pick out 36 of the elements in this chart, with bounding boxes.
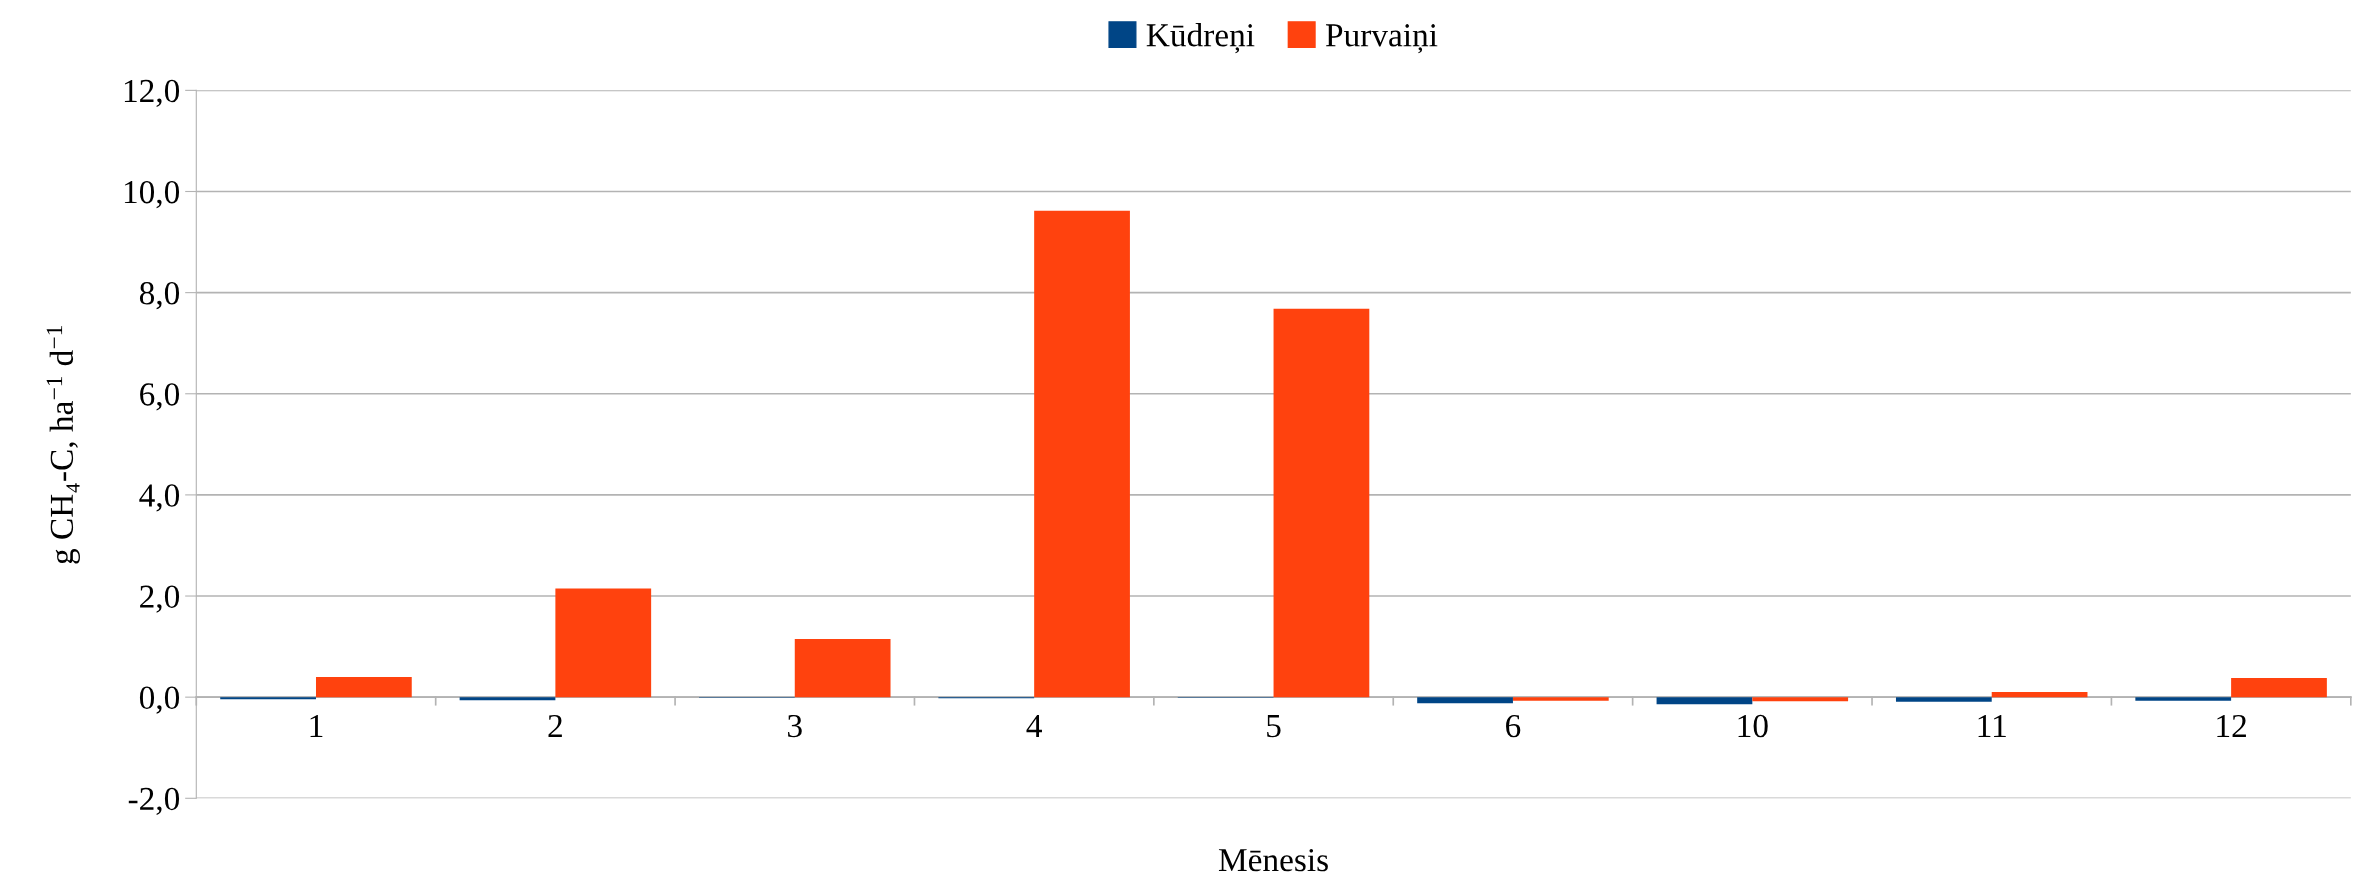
- y-tick-label: 10,0: [124, 180, 180, 209]
- x-tick-label: 2: [548, 714, 562, 737]
- bar: [1034, 210, 1130, 698]
- x-tick-label: 3: [788, 714, 802, 738]
- bar: [555, 588, 652, 698]
- bar: [2231, 677, 2327, 698]
- bar: [1417, 697, 1513, 704]
- bar: [2135, 697, 2232, 701]
- x-tick-label: 5: [1267, 715, 1281, 738]
- bar: [220, 697, 316, 700]
- bar: [1752, 697, 1849, 702]
- x-tick-label: 4: [1026, 715, 1042, 737]
- legend-label: Kūdreņi: [1146, 23, 1255, 54]
- bar: [1273, 308, 1370, 698]
- x-tick-label: 1: [310, 714, 323, 737]
- x-tick-label: 10: [1738, 714, 1768, 738]
- bar: [1512, 697, 1609, 701]
- bar: [1991, 692, 2088, 698]
- x-tick-label: 6: [1506, 714, 1521, 738]
- legend-label: Purvaiņi: [1325, 24, 1438, 54]
- y-tick-label: 8,0: [139, 282, 180, 310]
- bar: [459, 697, 556, 701]
- y-tick-label: 2,0: [140, 585, 180, 613]
- bar: [794, 639, 891, 698]
- x-tick-label: 12: [2217, 714, 2246, 737]
- y-tick-label: 12,0: [124, 79, 180, 108]
- x-tick-label: 11: [1978, 714, 2006, 737]
- bar: [1656, 697, 1753, 705]
- x-axis-title: Mēnesis: [1218, 848, 1328, 872]
- y-tick-label: 6,0: [140, 383, 180, 411]
- y-tick-label: 4,0: [139, 484, 180, 512]
- y-tick-label: 0,0: [139, 686, 180, 714]
- bar: [315, 676, 412, 698]
- bar: [1895, 697, 1992, 702]
- y-axis-title: g CH₄-C, ha$^{−1}$ d$^{−1}$: [46, 326, 80, 564]
- y-tick-label: -2,0: [128, 787, 180, 815]
